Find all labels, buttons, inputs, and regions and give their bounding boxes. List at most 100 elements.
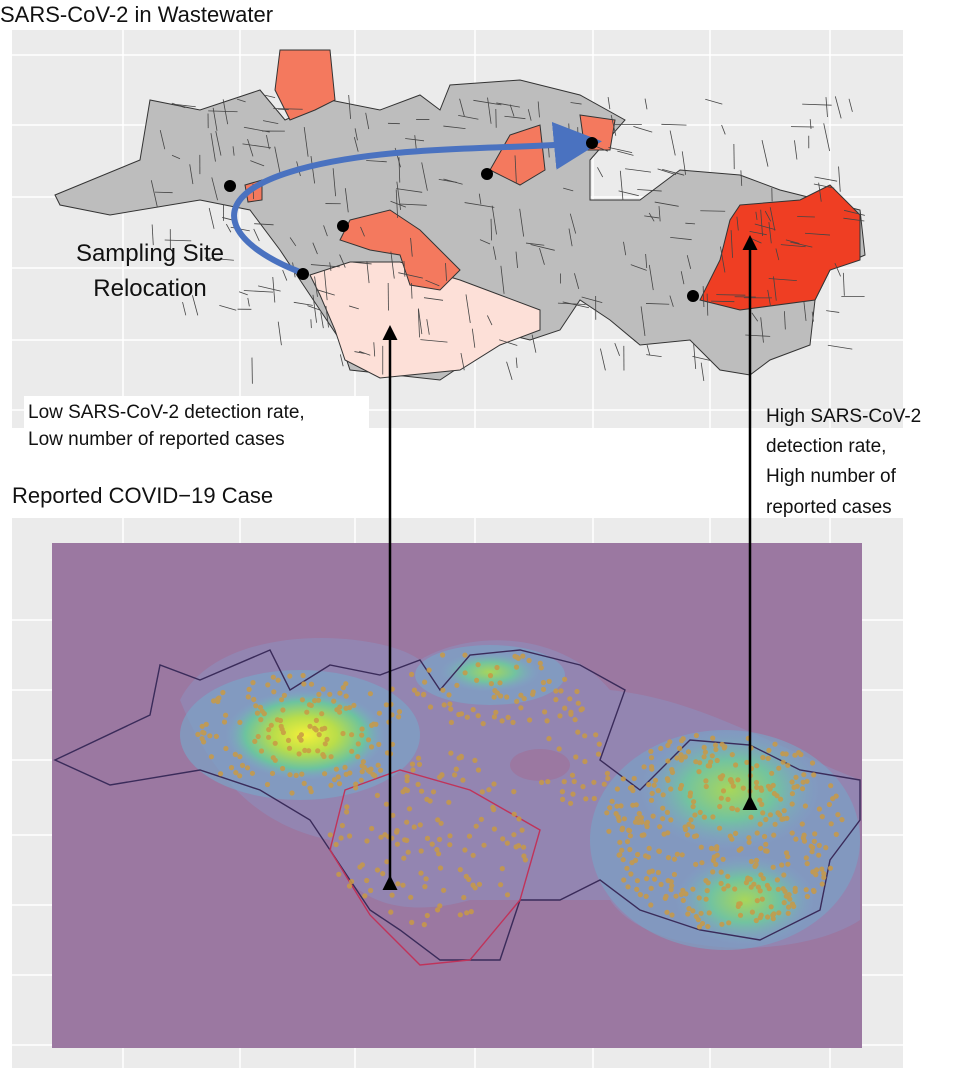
case-point [540,679,547,686]
case-point [417,822,423,828]
street [525,242,545,246]
case-point [289,790,295,796]
case-point [583,796,589,802]
case-point [678,752,684,758]
case-point [769,770,775,776]
case-point [696,895,702,901]
case-point [626,827,632,833]
street [423,297,444,301]
street [253,228,260,242]
case-point [801,772,807,778]
case-point [690,886,696,892]
case-point [767,812,774,818]
case-point [553,688,559,694]
street [827,344,853,350]
case-point [721,745,727,751]
case-point [645,854,652,860]
case-point [419,788,425,794]
case-point [617,852,623,858]
case-point [327,832,333,838]
street [530,244,555,251]
case-point [667,739,673,745]
case-point [437,865,444,871]
case-point [786,904,792,910]
case-point [705,923,711,930]
case-point [767,784,773,790]
case-point [703,878,709,884]
case-point [743,880,750,886]
case-point [677,785,684,792]
case-point [604,770,611,777]
case-point [349,748,355,754]
street [464,202,495,208]
street [760,317,764,343]
case-point [595,751,602,757]
case-point [789,779,795,785]
case-point [748,884,754,890]
case-point [685,911,691,917]
case-point [786,892,792,898]
street [618,190,639,197]
case-point [388,909,394,915]
case-point [568,711,574,717]
case-point [424,835,431,842]
case-point [699,860,705,866]
case-point [422,679,428,685]
case-point [753,917,759,924]
street [775,248,780,261]
case-point [355,741,361,747]
case-point [785,854,791,860]
street [478,193,482,205]
case-point [785,861,791,867]
case-point [760,754,766,761]
street [189,164,194,185]
case-point [474,677,480,683]
sewershed-map [54,49,866,381]
case-point [826,801,833,808]
case-point [745,875,751,881]
street [332,168,337,197]
street [443,178,463,185]
street [208,207,215,229]
case-point [644,876,650,882]
case-point [270,755,276,761]
case-point [335,774,341,780]
case-point [698,844,704,850]
case-point [758,872,764,878]
case-point [652,777,659,783]
case-point [789,830,795,836]
case-point [454,682,460,688]
case-point [472,885,478,891]
case-point [513,844,519,850]
street [182,301,187,316]
case-point [669,767,675,773]
case-point [789,801,795,807]
street [754,223,776,231]
case-point [665,758,671,764]
case-point [458,711,465,717]
case-point [759,787,765,793]
street [730,230,733,258]
case-point [574,688,580,695]
case-point [649,790,655,797]
case-point [828,783,834,789]
case-point [710,814,716,820]
street [265,94,276,99]
case-point [540,686,547,692]
case-point [239,762,246,769]
case-point [757,797,763,803]
street [236,98,246,103]
case-point [638,815,645,821]
case-point [753,862,759,868]
case-point [562,705,568,711]
street [614,342,620,356]
case-point [735,777,741,783]
case-point [621,877,627,883]
street [755,211,758,221]
case-point [709,753,715,759]
case-point [384,859,390,865]
case-point [497,680,503,686]
case-point [710,735,716,741]
street [344,188,349,213]
case-point [686,821,692,827]
